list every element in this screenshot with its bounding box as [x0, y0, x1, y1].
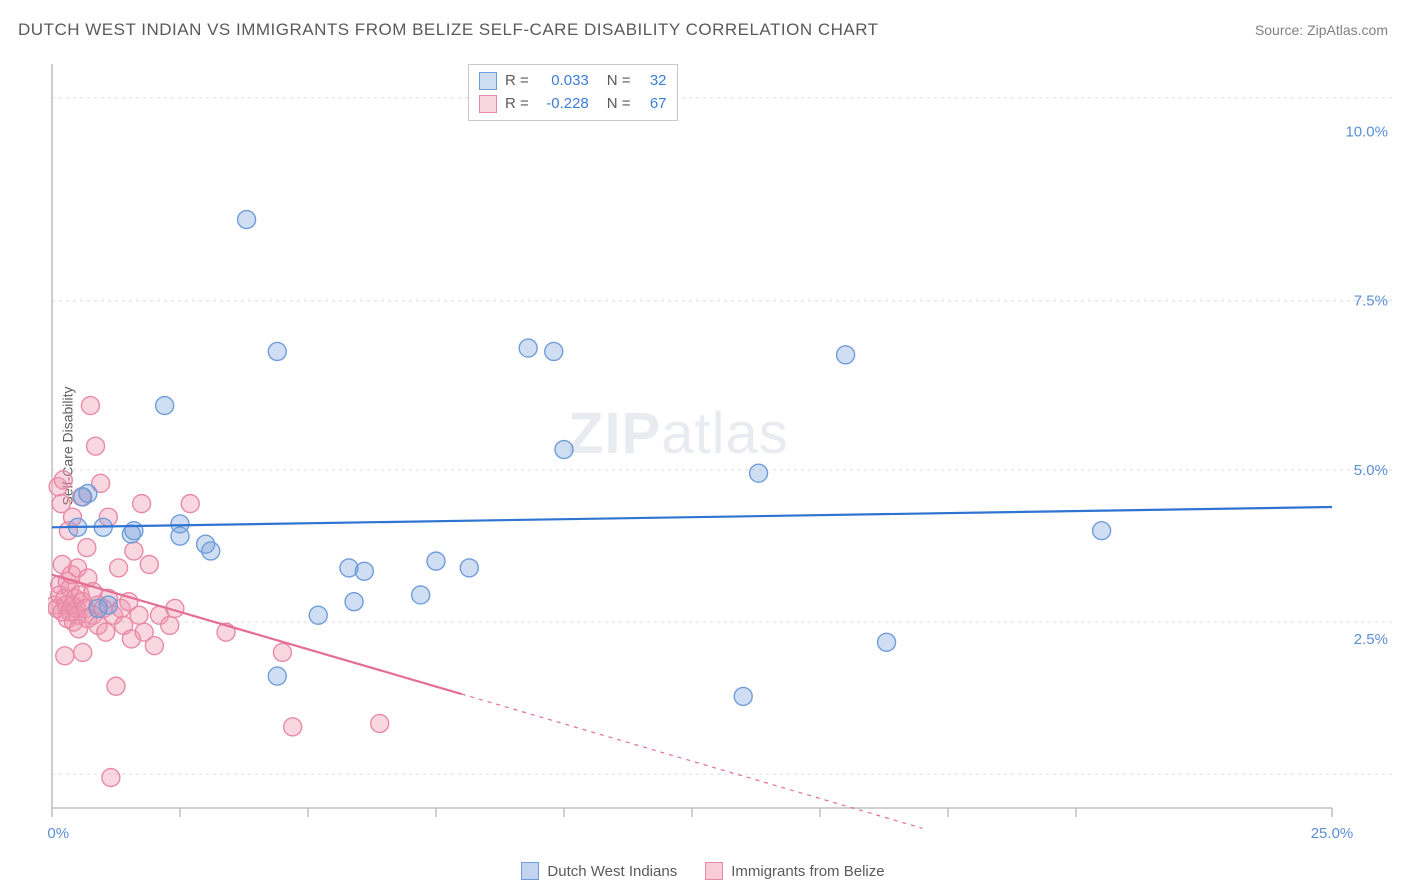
r-value: -0.228 — [537, 93, 589, 116]
stats-row: R = 0.033 N = 32 — [479, 70, 667, 93]
series-swatch — [479, 95, 497, 113]
svg-text:25.0%: 25.0% — [1311, 825, 1354, 842]
r-label: R = — [505, 70, 529, 93]
svg-text:5.0%: 5.0% — [1354, 462, 1388, 479]
legend-item: Dutch West Indians — [521, 862, 677, 880]
stats-legend: R = 0.033 N = 32 R = -0.228 N = 67 — [468, 64, 678, 121]
n-value: 67 — [639, 93, 667, 116]
chart-container: 0.0%25.0%2.5%5.0%7.5%10.0% ZIPatlas R =0… — [48, 60, 1396, 842]
series-swatch — [479, 72, 497, 90]
bottom-legend: Dutch West Indians Immigrants from Belize — [0, 862, 1406, 880]
legend-label: Dutch West Indians — [547, 863, 677, 880]
svg-text:7.5%: 7.5% — [1354, 293, 1388, 310]
r-value: 0.033 — [537, 70, 589, 93]
n-label: N = — [607, 70, 631, 93]
page-title: DUTCH WEST INDIAN VS IMMIGRANTS FROM BEL… — [18, 20, 879, 40]
stats-row: R = -0.228 N = 67 — [479, 93, 667, 116]
svg-text:2.5%: 2.5% — [1354, 631, 1388, 648]
legend-swatch — [705, 862, 723, 880]
legend-item: Immigrants from Belize — [705, 862, 884, 880]
n-label: N = — [607, 93, 631, 116]
n-value: 32 — [639, 70, 667, 93]
scatter-chart: 0.0% 25.0% 2.5% 5.0% 7.5% 10.0% — [48, 60, 1396, 842]
r-label: R = — [505, 93, 529, 116]
svg-text:10.0%: 10.0% — [1345, 124, 1388, 141]
legend-label: Immigrants from Belize — [731, 863, 884, 880]
svg-text:0.0%: 0.0% — [48, 825, 69, 842]
legend-swatch — [521, 862, 539, 880]
source-label: Source: ZipAtlas.com — [1255, 22, 1388, 38]
